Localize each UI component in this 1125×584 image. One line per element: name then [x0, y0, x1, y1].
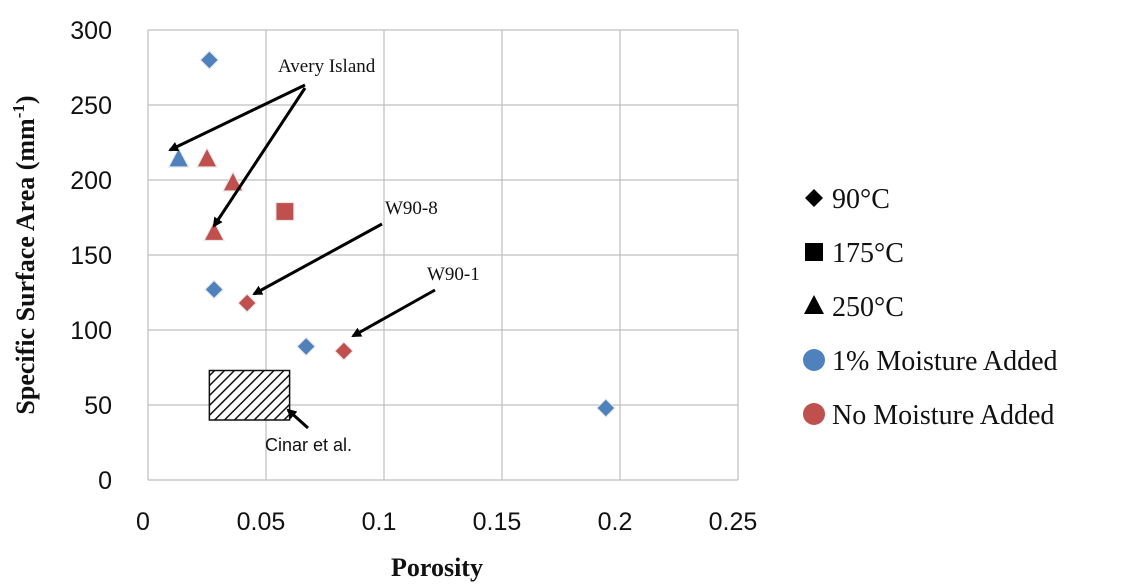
legend-marker-0 — [805, 189, 823, 207]
legend-marker-2 — [804, 295, 824, 314]
data-point-diamond-3 — [595, 398, 616, 418]
arrow-cinar — [286, 408, 310, 430]
arrow-avery-island-2 — [212, 87, 307, 228]
legend-label: 90°C — [832, 184, 890, 215]
data-point-triangle-8 — [196, 146, 218, 168]
y-axis-title-main: Specific Surface Area (mm — [11, 118, 40, 415]
legend: 90°C 175°C 250°C 1% Moisture Added No Moistu… — [803, 184, 1058, 431]
y-tick-label: 200 — [70, 167, 112, 195]
data-point-diamond-1 — [204, 279, 224, 300]
x-tick-label: 0 — [136, 508, 150, 536]
y-tick-label: 0 — [98, 467, 112, 495]
data-point-diamond-0 — [199, 50, 220, 70]
x-tick-label: 0.15 — [473, 508, 522, 536]
data-point-triangle-9 — [221, 170, 244, 192]
legend-label: 175°C — [832, 238, 904, 269]
y-axis-title: Specific Surface Area (mm-1) — [9, 95, 40, 414]
x-tick-label: 0.1 — [362, 508, 397, 536]
data-point-diamond-6 — [334, 341, 354, 361]
y-tick-label: 250 — [70, 92, 112, 120]
x-axis-title: Porosity — [391, 553, 483, 582]
data-point-diamond-5 — [237, 293, 257, 313]
arrow-w90-1 — [351, 288, 436, 338]
legend-label: No Moisture Added — [832, 400, 1054, 431]
annotation-arrows — [168, 83, 436, 430]
y-tick-label: 100 — [70, 317, 112, 345]
x-axis-ticks: 0 0.05 0.1 0.15 0.2 0.25 — [136, 508, 757, 536]
annotation-avery-island: Avery Island — [278, 56, 376, 77]
y-tick-label: 150 — [70, 242, 112, 270]
data-point-triangle-10 — [203, 220, 226, 242]
legend-label: 1% Moisture Added — [832, 346, 1058, 377]
legend-marker-3 — [803, 349, 825, 371]
data-point-square-7 — [275, 201, 295, 222]
legend-marker-4 — [803, 403, 825, 425]
y-axis-title-superscript: -1 — [9, 104, 28, 118]
y-tick-label: 300 — [70, 17, 112, 45]
arrow-avery-island-1 — [168, 83, 306, 152]
annotation-cinar: Cinar et al. — [265, 435, 352, 455]
x-tick-label: 0.05 — [237, 508, 286, 536]
data-points — [167, 50, 616, 418]
y-axis-ticks: 0 50 100 150 200 250 300 — [70, 17, 112, 495]
legend-marker-1 — [805, 243, 823, 261]
legend-label: 250°C — [832, 292, 904, 323]
annotation-w90-8: W90-8 — [385, 198, 438, 219]
annotation-w90-1: W90-1 — [427, 264, 480, 285]
data-point-diamond-2 — [296, 336, 316, 357]
y-axis-title-close: ) — [11, 95, 40, 104]
data-point-triangle-4 — [167, 146, 190, 168]
x-tick-label: 0.2 — [598, 508, 633, 536]
x-tick-label: 0.25 — [709, 508, 758, 536]
y-tick-label: 50 — [84, 392, 112, 420]
cinar-region-box — [208, 369, 291, 421]
arrow-w90-8 — [252, 222, 383, 296]
